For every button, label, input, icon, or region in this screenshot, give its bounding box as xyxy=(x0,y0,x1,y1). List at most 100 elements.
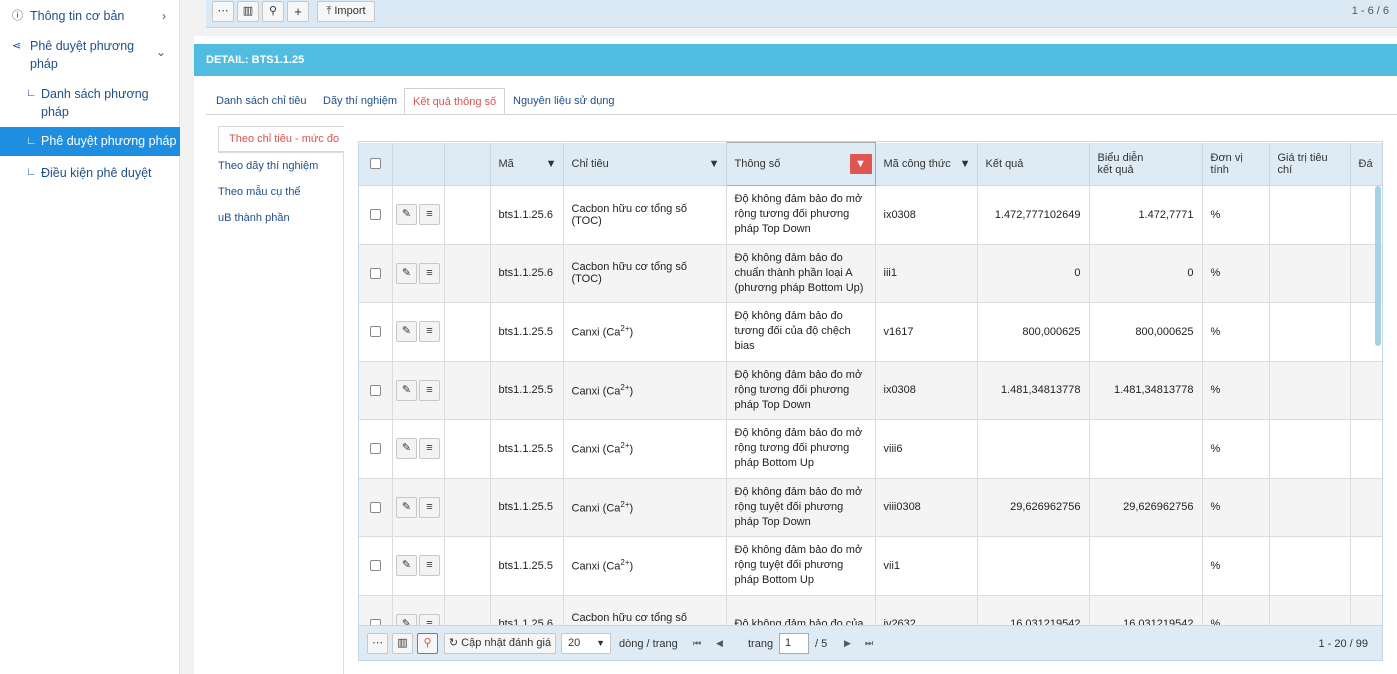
row-checkbox[interactable] xyxy=(359,302,393,362)
more-button[interactable]: ⋯ xyxy=(367,633,388,654)
edit-icon[interactable]: ✎ xyxy=(396,321,417,343)
import-button[interactable]: ⤒ Import xyxy=(317,1,375,22)
subtab-by-experiment-series[interactable]: Theo dãy thí nghiệm xyxy=(218,160,319,172)
subtab-ub-components[interactable]: uB thành phần xyxy=(218,212,290,224)
cell-code: bts1.1.25.5 xyxy=(490,536,564,596)
cell-parameter: Độ không đảm bảo đo mở rộng tương đối phư… xyxy=(726,185,876,245)
filter-active-icon[interactable]: ▼ xyxy=(849,154,872,174)
checkbox-icon xyxy=(369,501,381,513)
last-page-icon[interactable]: ⏭ xyxy=(865,638,874,648)
filter-icon[interactable]: ▼ xyxy=(545,157,557,170)
col-header-criteria-value[interactable]: Giá trị tiêu chí xyxy=(1269,142,1351,186)
tab-experiment-series[interactable]: Dãy thí nghiệm xyxy=(323,95,397,107)
filter-icon[interactable]: ▼ xyxy=(959,157,971,170)
page-number-input[interactable]: 1 xyxy=(779,633,809,654)
edit-icon[interactable]: ✎ xyxy=(396,555,417,577)
edit-icon[interactable]: ✎ xyxy=(396,438,417,460)
col-header-formula-code[interactable]: Mã công thức ▼ xyxy=(875,142,978,186)
upload-icon: ⤒ xyxy=(326,5,332,17)
columns-button[interactable]: ▥ xyxy=(392,633,413,654)
cell-truncated xyxy=(1350,419,1382,479)
cell-result-display: 1.481,34813778 xyxy=(1089,361,1203,420)
cell-result: 0 xyxy=(977,244,1090,303)
row-checkbox[interactable] xyxy=(359,361,393,420)
col-header-result[interactable]: Kết quả xyxy=(977,142,1090,186)
cell-unit: % xyxy=(1202,185,1270,245)
row-checkbox[interactable] xyxy=(359,185,393,245)
row-checkbox[interactable] xyxy=(359,536,393,596)
prev-page-icon[interactable]: ◀ xyxy=(716,638,723,648)
select-all-checkbox[interactable] xyxy=(359,142,393,186)
tab-indicator-list[interactable]: Danh sách chỉ tiêu xyxy=(216,95,307,107)
col-header-parameter[interactable]: Thông số ▼ xyxy=(725,142,876,186)
next-page-icon[interactable]: ▶ xyxy=(844,638,851,648)
menu-icon[interactable]: ≡ xyxy=(419,262,440,284)
edit-icon[interactable]: ✎ xyxy=(396,496,417,518)
subtab-by-indicator-level[interactable]: Theo chỉ tiêu - mức đo xyxy=(218,126,344,152)
update-evaluation-button[interactable]: ↻ Cập nhật đánh giá xyxy=(444,633,556,654)
cell-unit: % xyxy=(1202,419,1270,479)
search-button[interactable]: ⚲ xyxy=(417,633,438,654)
blank-cell xyxy=(444,536,491,596)
table-row[interactable]: ✎ ≡ bts1.1.25.5 Canxi (Ca2+) Độ không đảm bả… xyxy=(359,478,1382,537)
col-header-truncated[interactable]: Đá xyxy=(1350,142,1382,186)
cell-parameter: Độ không đảm bảo đo mở rộng tương đối phư… xyxy=(726,361,876,420)
page-size-select[interactable]: 20 ▼ xyxy=(561,633,611,654)
table-row[interactable]: ✎ ≡ bts1.1.25.5 Canxi (Ca2+) Độ không đảm bả… xyxy=(359,302,1382,362)
search-button[interactable]: ⚲ xyxy=(262,1,284,22)
tab-materials-used[interactable]: Nguyên liệu sử dụng xyxy=(513,95,615,107)
edit-icon[interactable]: ✎ xyxy=(396,262,417,284)
more-button[interactable]: ⋯ xyxy=(212,1,234,22)
columns-button[interactable]: ▥ xyxy=(237,1,259,22)
sidebar-item-method-list[interactable]: ∟ Danh sách phương pháp xyxy=(26,87,149,119)
subtab-by-sample[interactable]: Theo mẫu cụ thể xyxy=(218,186,301,198)
menu-icon[interactable]: ≡ xyxy=(419,555,440,577)
cell-parameter: Độ không đảm bảo đo tương đối của độ chệc… xyxy=(726,302,876,362)
table-row[interactable]: ✎ ≡ bts1.1.25.5 Canxi (Ca2+) Độ không đảm bả… xyxy=(359,361,1382,420)
add-button[interactable]: + xyxy=(287,1,309,22)
edit-icon[interactable]: ✎ xyxy=(396,379,417,401)
edit-icon[interactable]: ✎ xyxy=(396,204,417,226)
subitem-icon: ∟ xyxy=(26,135,37,147)
filter-icon[interactable]: ▼ xyxy=(708,157,720,170)
more-icon: ⋯ xyxy=(217,5,229,17)
sidebar-item-basic-info[interactable]: ⓘ Thông tin cơ bản › xyxy=(12,9,166,23)
sidebar-item-method-approval-group[interactable]: ⋖ Phê duyệt phương pháp ⌄ xyxy=(12,39,166,71)
col-header-code[interactable]: Mã ▼ xyxy=(490,142,564,186)
col-header-unit[interactable]: Đơn vị tính xyxy=(1202,142,1270,186)
menu-icon[interactable]: ≡ xyxy=(419,204,440,226)
row-checkbox[interactable] xyxy=(359,244,393,303)
menu-icon[interactable]: ≡ xyxy=(419,379,440,401)
menu-icon[interactable]: ≡ xyxy=(419,321,440,343)
first-page-icon[interactable]: ⏮ xyxy=(693,638,702,648)
chevron-right-icon: › xyxy=(162,9,166,23)
checkbox-icon xyxy=(369,443,381,455)
tab-parameter-results[interactable]: Kết quả thông số xyxy=(404,88,506,114)
row-checkbox[interactable] xyxy=(359,478,393,537)
chevron-down-icon: ⌄ xyxy=(155,45,166,59)
vertical-scrollbar[interactable] xyxy=(1375,186,1381,346)
grid-header-row: Mã ▼ Chỉ tiêu ▼ Thông số ▼ Mã công thức ▼ Kế… xyxy=(359,142,1382,186)
col-header-indicator[interactable]: Chỉ tiêu ▼ xyxy=(563,142,727,186)
record-count: 1 - 6 / 6 xyxy=(1351,5,1389,17)
cell-code: bts1.1.25.6 xyxy=(490,185,564,245)
cell-code: bts1.1.25.6 xyxy=(490,244,564,303)
sidebar-item-method-approval[interactable]: ∟ Phê duyệt phương pháp xyxy=(0,127,180,156)
cell-criteria-value xyxy=(1269,302,1351,362)
page-label: trang xyxy=(748,638,774,650)
table-row[interactable]: ✎ ≡ bts1.1.25.5 Canxi (Ca2+) Độ không đảm bả… xyxy=(359,536,1382,596)
menu-icon[interactable]: ≡ xyxy=(419,496,440,518)
checkbox-icon xyxy=(369,209,381,221)
col-header-result-display[interactable]: Biểu diễn kết quả xyxy=(1089,142,1203,186)
sidebar-item-approval-conditions[interactable]: ∟ Điều kiện phê duyệt xyxy=(26,166,152,180)
cell-result-display: 800,000625 xyxy=(1089,302,1203,362)
table-row[interactable]: ✎ ≡ bts1.1.25.5 Canxi (Ca2+) Độ không đảm bả… xyxy=(359,419,1382,479)
cell-code: bts1.1.25.5 xyxy=(490,419,564,479)
cell-truncated xyxy=(1350,478,1382,537)
cell-criteria-value xyxy=(1269,478,1351,537)
menu-icon[interactable]: ≡ xyxy=(419,438,440,460)
search-icon: ⚲ xyxy=(423,637,432,649)
row-checkbox[interactable] xyxy=(359,419,393,479)
